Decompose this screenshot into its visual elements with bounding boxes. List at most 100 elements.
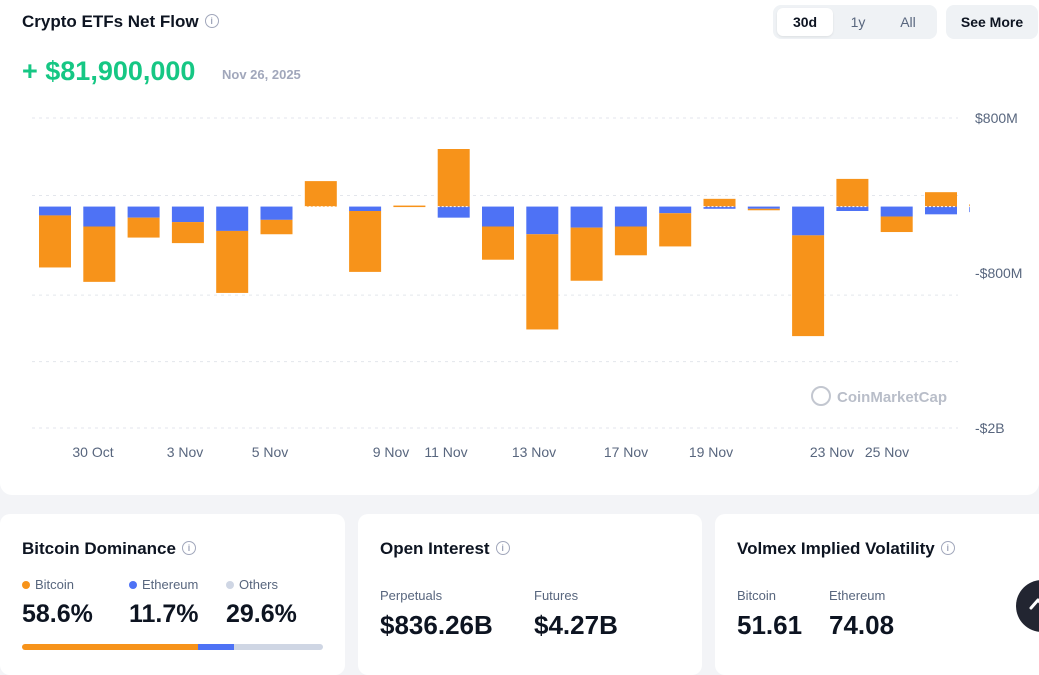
ethereum-dominance-value: 11.7% <box>129 600 199 628</box>
others-dot-icon <box>226 580 234 589</box>
bitcoin-flow-bar[interactable] <box>83 226 116 282</box>
open-interest-card: Open Interest i Perpetuals Futures $836.2… <box>358 514 702 675</box>
info-icon[interactable]: i <box>204 13 219 28</box>
bitcoin-flow-bar[interactable] <box>880 216 913 233</box>
legend-bitcoin: Bitcoin <box>22 577 74 592</box>
ethereum-flow-bar[interactable] <box>260 206 293 220</box>
ethereum-flow-bar[interactable] <box>570 206 603 228</box>
info-icon[interactable]: i <box>181 540 196 555</box>
others-dominance-value: 29.6% <box>226 600 297 628</box>
bitcoin-dominance-value: 58.6% <box>22 600 93 628</box>
perpetuals-value: $836.26B <box>380 610 493 640</box>
etf-flow-card: Crypto ETFs Net Flow i 30d 1y All See Mor… <box>0 0 1039 495</box>
legend-label: Ethereum <box>142 577 199 592</box>
ethereum-flow-bar[interactable] <box>659 206 692 214</box>
watermark-text: CoinMarketCap <box>837 388 948 406</box>
ethereum-flow-bar[interactable] <box>83 206 116 227</box>
ethereum-flow-bar[interactable] <box>792 206 825 236</box>
range-all-button[interactable]: All <box>900 14 916 30</box>
volmex-card: Volmex Implied Volatility i Bitcoin Ether… <box>715 514 1039 675</box>
bitcoin-dominance-card: Bitcoin Dominance i Bitcoin Ethereum Othe… <box>0 514 345 675</box>
bitcoin-flow-bar[interactable] <box>260 219 293 235</box>
bitcoin-flow-bar[interactable] <box>171 222 204 244</box>
bitcoin-flow-bar[interactable] <box>836 178 869 207</box>
ethereum-flow-bar[interactable] <box>614 206 647 227</box>
dominance-title: Bitcoin Dominance i <box>22 539 196 559</box>
ethereum-flow-bar[interactable] <box>880 206 913 217</box>
etf-flow-title: Crypto ETFs Net Flow i <box>22 12 219 32</box>
dominance-bar <box>22 644 323 650</box>
legend-ethereum: Ethereum <box>129 577 198 592</box>
bitcoin-flow-bar[interactable] <box>570 227 603 281</box>
ethereum-flow-bar[interactable] <box>969 206 970 213</box>
x-tick-label: 11 Nov <box>424 444 468 460</box>
legend-label: Others <box>239 577 279 592</box>
volmex-bitcoin-label: Bitcoin <box>737 588 777 603</box>
futures-label: Futures <box>534 588 579 603</box>
bitcoin-flow-bar[interactable] <box>792 235 825 337</box>
volmex-title: Volmex Implied Volatility i <box>737 539 955 559</box>
ethereum-flow-bar[interactable] <box>703 206 736 209</box>
info-icon[interactable]: i <box>940 540 955 555</box>
bitcoin-flow-bar[interactable] <box>925 192 957 207</box>
perpetuals-label: Perpetuals <box>380 588 443 603</box>
range-30d-button[interactable]: 30d <box>777 8 833 36</box>
range-selector: 30d 1y All <box>773 5 937 39</box>
scroll-top-button[interactable] <box>1016 580 1039 632</box>
y-tick-label: $800M <box>975 110 1018 126</box>
bitcoin-flow-bar[interactable] <box>349 211 382 272</box>
bitcoin-flow-bar[interactable] <box>127 217 160 238</box>
bitcoin-dominance-segment <box>22 644 199 650</box>
see-more-button[interactable]: See More <box>946 5 1038 39</box>
volmex-bitcoin-value: 51.61 <box>737 610 803 640</box>
x-tick-label: 23 Nov <box>809 444 855 460</box>
ethereum-flow-bar[interactable] <box>437 206 470 218</box>
x-tick-label: 19 Nov <box>688 444 734 460</box>
x-tick-label: 3 Nov <box>166 444 204 460</box>
bitcoin-flow-bar[interactable] <box>703 198 736 207</box>
bitcoin-flow-bar[interactable] <box>747 208 780 211</box>
bitcoin-flow-bar[interactable] <box>482 226 514 260</box>
bitcoin-flow-bar[interactable] <box>969 204 970 207</box>
ethereum-flow-bar[interactable] <box>349 206 382 211</box>
x-tick-label: 9 Nov <box>372 444 410 460</box>
x-tick-label: 30 Oct <box>72 444 114 460</box>
bitcoin-flow-bar[interactable] <box>304 181 337 207</box>
range-1y-button[interactable]: 1y <box>850 14 866 30</box>
bitcoin-flow-bar[interactable] <box>437 149 470 207</box>
ethereum-flow-bar[interactable] <box>526 206 559 235</box>
futures-value: $4.27B <box>534 610 618 640</box>
chevron-up-icon <box>1029 598 1039 610</box>
volmex-ethereum-label: Ethereum <box>829 588 886 603</box>
volmex-ethereum-value: 74.08 <box>829 610 895 640</box>
x-tick-label: 13 Nov <box>511 444 557 460</box>
legend-label: Bitcoin <box>35 577 75 592</box>
bitcoin-flow-bar[interactable] <box>216 230 249 293</box>
bitcoin-flow-bar[interactable] <box>659 213 692 247</box>
net-flow-value: + $81,900,000 <box>22 56 196 86</box>
coinmarketcap-watermark: CoinMarketCap <box>811 386 948 408</box>
open-interest-title: Open Interest i <box>380 539 510 559</box>
bitcoin-flow-bar[interactable] <box>526 234 559 330</box>
ethereum-flow-bar[interactable] <box>836 206 869 211</box>
others-dominance-segment <box>233 644 323 650</box>
bitcoin-dot-icon <box>22 580 30 589</box>
bitcoin-flow-bar[interactable] <box>393 205 426 208</box>
ethereum-flow-bar[interactable] <box>39 206 71 216</box>
bitcoin-flow-bar[interactable] <box>614 226 647 256</box>
dominance-title-text: Bitcoin Dominance <box>22 539 176 558</box>
etf-flow-title-text: Crypto ETFs Net Flow <box>22 12 199 31</box>
x-tick-label: 17 Nov <box>603 444 649 460</box>
open-interest-title-text: Open Interest <box>380 539 490 558</box>
ethereum-flow-bar[interactable] <box>127 206 160 218</box>
ethereum-dot-icon <box>129 580 137 589</box>
ethereum-flow-bar[interactable] <box>216 206 249 231</box>
ethereum-flow-bar[interactable] <box>171 206 204 223</box>
ethereum-flow-bar[interactable] <box>925 206 957 215</box>
coinmarketcap-logo-icon <box>811 386 831 406</box>
ethereum-flow-bar[interactable] <box>482 206 514 227</box>
bitcoin-flow-bar[interactable] <box>39 215 71 268</box>
info-icon[interactable]: i <box>495 540 510 555</box>
ethereum-flow-bar[interactable] <box>747 206 780 209</box>
y-tick-label: -$2B <box>975 420 1005 436</box>
